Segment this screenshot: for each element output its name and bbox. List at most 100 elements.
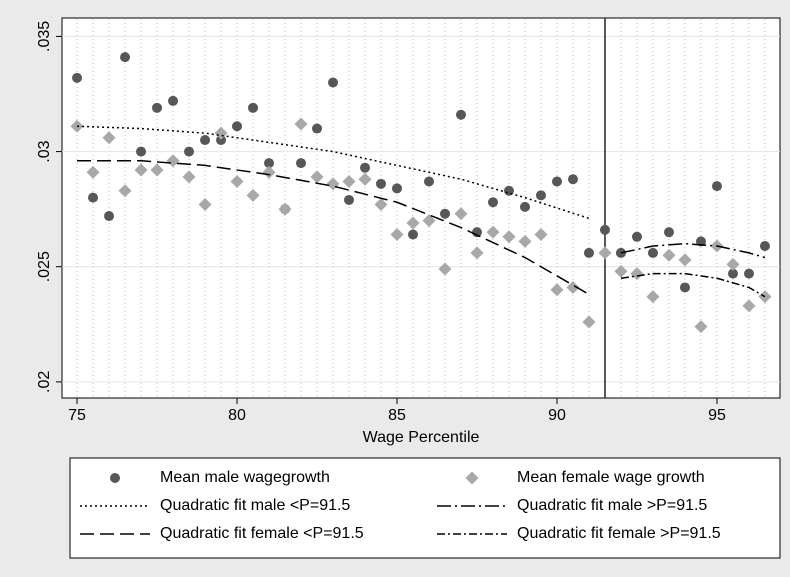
- point: [486, 225, 500, 239]
- point: [647, 247, 658, 258]
- x-tick-label: 90: [548, 407, 566, 424]
- point: [278, 202, 292, 216]
- point: [182, 170, 196, 184]
- legend-label: Quadratic fit male <P=91.5: [160, 497, 350, 514]
- point: [422, 214, 436, 228]
- legend-label: Mean female wage growth: [517, 469, 705, 486]
- point: [152, 102, 163, 113]
- point: [439, 208, 450, 219]
- point: [312, 123, 323, 134]
- point: [358, 172, 372, 186]
- point: [214, 126, 228, 140]
- point: [598, 246, 612, 260]
- point: [102, 131, 116, 145]
- y-tick-label: .03: [36, 140, 53, 162]
- legend-symbol: [465, 471, 479, 485]
- point: [392, 183, 403, 194]
- legend-label: Quadratic fit female <P=91.5: [160, 525, 364, 542]
- point: [168, 95, 179, 106]
- point: [678, 253, 692, 267]
- point: [694, 320, 708, 334]
- point: [230, 175, 244, 189]
- point: [631, 231, 642, 242]
- legend-label: Mean male wagegrowth: [160, 469, 330, 486]
- x-tick-label: 95: [708, 407, 726, 424]
- point: [376, 178, 387, 189]
- fit-line: [620, 272, 766, 298]
- point: [455, 109, 466, 120]
- point: [406, 216, 420, 230]
- point: [246, 188, 260, 202]
- y-tick-label: .02: [36, 371, 53, 393]
- point: [72, 72, 83, 83]
- point: [679, 282, 690, 293]
- point: [118, 184, 132, 198]
- y-tick-label: .025: [36, 251, 53, 282]
- point: [360, 162, 371, 173]
- point: [438, 262, 452, 276]
- point: [695, 236, 706, 247]
- point: [120, 52, 131, 63]
- point: [262, 165, 276, 179]
- point: [328, 77, 339, 88]
- point: [487, 197, 498, 208]
- point: [502, 230, 516, 244]
- point: [200, 135, 211, 146]
- point: [550, 283, 564, 297]
- fit-line: [620, 242, 766, 259]
- point: [614, 264, 628, 278]
- point: [743, 268, 754, 279]
- point: [759, 241, 770, 251]
- point: [583, 247, 594, 258]
- legend-label: Quadratic fit male >P=91.5: [517, 497, 707, 514]
- x-tick-label: 75: [68, 407, 86, 424]
- point: [374, 198, 388, 212]
- point: [134, 163, 148, 177]
- point: [454, 207, 468, 221]
- point: [264, 158, 275, 169]
- point: [503, 185, 514, 196]
- point: [104, 211, 115, 222]
- point: [344, 194, 355, 205]
- point: [310, 170, 324, 184]
- point: [470, 246, 484, 260]
- point: [166, 154, 180, 168]
- point: [86, 165, 100, 179]
- point: [727, 268, 738, 279]
- point: [408, 229, 419, 240]
- legend-label: Quadratic fit female >P=91.5: [517, 525, 721, 542]
- point: [519, 201, 530, 212]
- point: [150, 163, 164, 177]
- point: [662, 248, 676, 262]
- x-tick-label: 85: [388, 407, 406, 424]
- y-tick-label: .035: [36, 21, 53, 52]
- point: [423, 176, 434, 187]
- point: [551, 176, 562, 187]
- point: [599, 224, 610, 235]
- point: [742, 299, 756, 313]
- point: [567, 174, 578, 185]
- point: [216, 135, 227, 146]
- point: [136, 146, 147, 157]
- point: [342, 175, 356, 189]
- point: [184, 146, 195, 157]
- point: [535, 190, 546, 201]
- point: [248, 102, 259, 113]
- legend-box: [69, 457, 781, 559]
- point: [726, 257, 740, 271]
- point: [198, 198, 212, 212]
- fit-line: [77, 160, 590, 296]
- point: [88, 192, 99, 203]
- point: [294, 117, 308, 131]
- point: [582, 315, 596, 329]
- point: [518, 234, 532, 248]
- plot-area: [61, 17, 781, 399]
- x-tick-label: 80: [228, 407, 246, 424]
- point: [232, 121, 243, 132]
- point: [663, 227, 674, 238]
- point: [296, 158, 307, 169]
- legend-symbol: [110, 473, 120, 483]
- point: [646, 290, 660, 304]
- point: [566, 280, 580, 294]
